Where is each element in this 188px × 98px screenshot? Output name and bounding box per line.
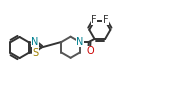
Text: F: F (103, 15, 108, 25)
Text: S: S (32, 48, 38, 58)
Text: O: O (86, 46, 94, 56)
Text: N: N (76, 37, 83, 47)
Text: N: N (31, 37, 39, 47)
Text: F: F (91, 15, 97, 25)
